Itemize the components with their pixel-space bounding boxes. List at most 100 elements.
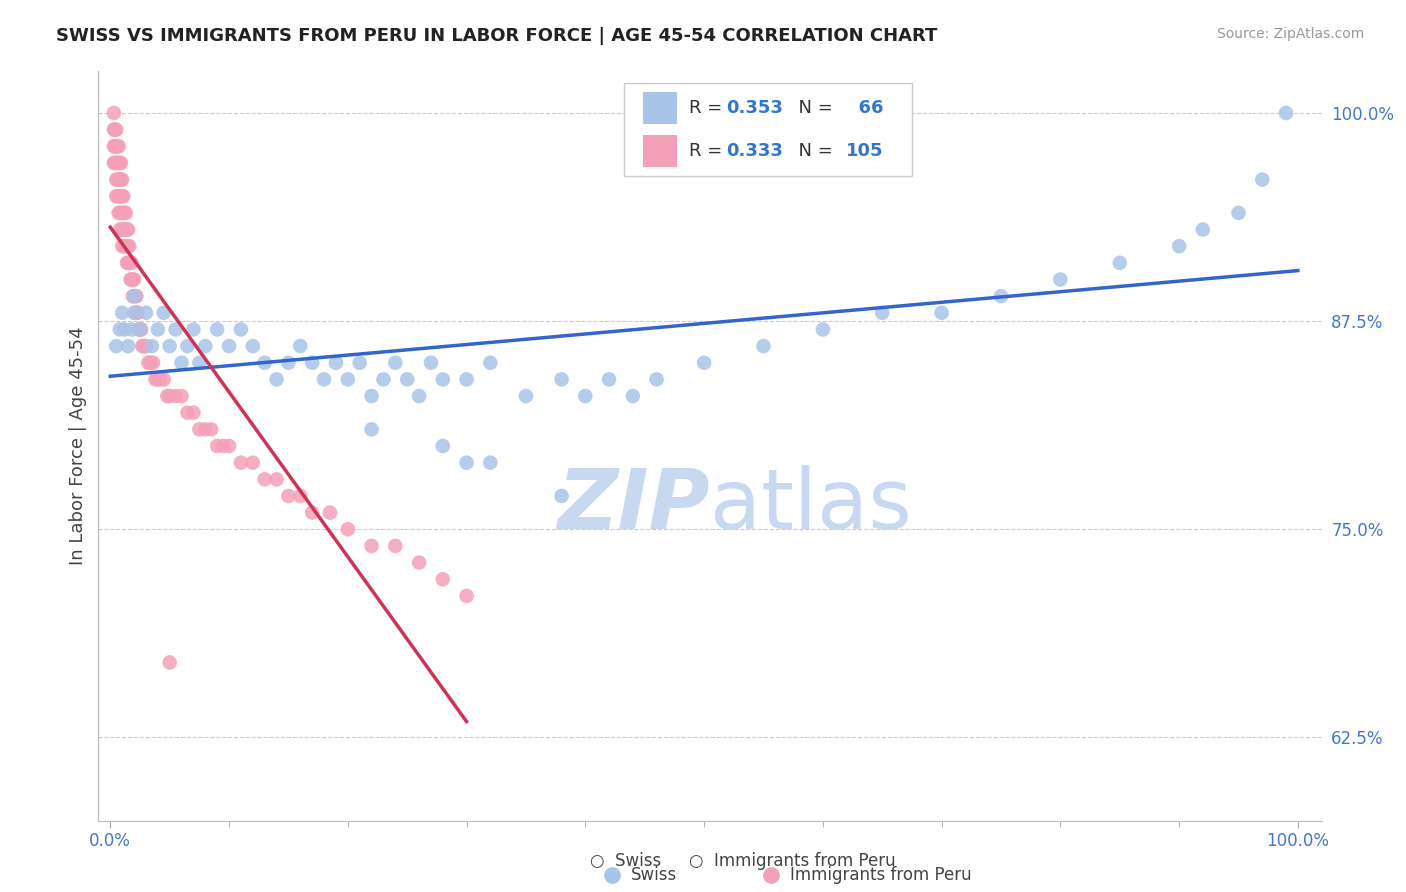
Point [479,356,502,370]
Point [132,339,155,353]
Point [384,539,406,553]
Point [456,372,478,386]
Point [112,189,135,203]
Point [360,389,382,403]
Point [115,239,138,253]
Point [117,222,139,236]
Point [114,322,136,336]
Point [396,372,419,386]
Point [456,456,478,470]
Point [170,389,193,403]
Point [114,206,136,220]
Point [931,306,953,320]
Point [149,372,172,386]
Point [1049,272,1071,286]
Point [103,139,125,153]
Point [432,572,454,586]
Text: N =: N = [787,142,838,160]
Point [120,272,142,286]
Point [114,222,136,236]
Point [159,339,181,353]
Point [103,122,125,136]
Point [870,306,893,320]
Point [117,239,139,253]
Point [124,289,146,303]
Point [277,489,299,503]
Text: ZIP: ZIP [557,466,710,547]
Point [139,356,162,370]
Point [108,222,131,236]
Point [146,372,169,386]
Point [432,372,454,386]
Text: R =: R = [689,99,728,117]
Point [312,372,335,386]
Point [277,356,299,370]
Point [107,172,129,186]
Point [110,172,132,186]
Y-axis label: In Labor Force | Age 45-54: In Labor Force | Age 45-54 [69,326,87,566]
Point [110,206,132,220]
Point [107,156,129,170]
Point [121,322,143,336]
Point [301,356,323,370]
Point [253,356,276,370]
Point [373,372,395,386]
Point [176,406,198,420]
Point [104,139,127,153]
Point [107,156,129,170]
Point [121,272,143,286]
Point [152,306,174,320]
Point [176,339,198,353]
Point [194,339,217,353]
Point [1227,206,1250,220]
Point [112,222,135,236]
Point [336,522,359,536]
Point [120,256,142,270]
Point [103,156,125,170]
Text: R =: R = [689,142,728,160]
Point [104,156,127,170]
Point [114,222,136,236]
Text: 0.353: 0.353 [725,99,783,117]
Point [165,322,187,336]
Point [574,389,596,403]
Point [115,256,138,270]
Point [170,356,193,370]
Point [188,356,211,370]
Point [693,356,716,370]
Text: 105: 105 [846,142,883,160]
Text: Source: ZipAtlas.com: Source: ZipAtlas.com [1216,27,1364,41]
Point [645,372,668,386]
Text: 66: 66 [846,99,883,117]
Point [205,322,228,336]
Point [349,356,371,370]
Point [111,172,134,186]
Point [290,339,312,353]
Point [108,206,131,220]
Point [117,339,139,353]
Point [122,289,145,303]
Text: 0.333: 0.333 [725,142,783,160]
FancyBboxPatch shape [643,92,678,124]
Point [122,272,145,286]
Point [142,356,165,370]
Point [752,339,775,353]
Point [188,422,211,436]
Point [129,322,152,336]
Point [159,656,181,670]
Text: SWISS VS IMMIGRANTS FROM PERU IN LABOR FORCE | AGE 45-54 CORRELATION CHART: SWISS VS IMMIGRANTS FROM PERU IN LABOR F… [56,27,938,45]
Point [105,122,128,136]
Point [156,389,179,403]
Point [336,372,359,386]
Point [152,372,174,386]
Point [212,439,235,453]
Point [266,372,288,386]
Point [1168,239,1191,253]
Point [325,356,347,370]
Point [118,239,141,253]
Point [127,306,149,320]
Point [108,172,131,186]
Point [107,139,129,153]
Text: ○  Immigrants from Peru: ○ Immigrants from Peru [689,852,896,870]
Point [121,272,143,286]
